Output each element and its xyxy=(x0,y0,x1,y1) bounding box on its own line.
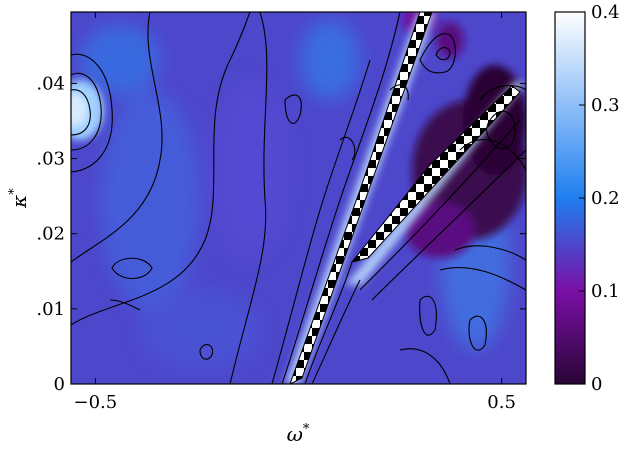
y-tick-label-3: .03 xyxy=(36,149,65,170)
y-tick-label-4: .04 xyxy=(36,73,65,94)
heatmap-plot-area xyxy=(71,12,526,384)
y-axis-label: κ* xyxy=(7,188,31,209)
heatmap-texture xyxy=(80,20,510,370)
colorbar-tick-label-0: 0 xyxy=(591,374,602,395)
colorbar-tick-label-4: 0.4 xyxy=(591,2,620,23)
colorbar-tick-label-1: 0.1 xyxy=(591,281,620,302)
masked-band-2 xyxy=(350,85,521,263)
y-tick-label-0: 0 xyxy=(54,374,65,395)
colorbar-ticks: 0 0.1 0.2 0.3 0.4 xyxy=(579,2,620,395)
y-axis-ticks: 0 .01 .02 .03 .04 xyxy=(36,73,526,395)
x-tick-label-0: −0.5 xyxy=(74,392,118,413)
y-tick-label-1: .01 xyxy=(36,299,65,320)
contour-lines xyxy=(71,12,526,384)
x-axis-label: ω* xyxy=(287,422,310,446)
colorbar-tick-label-3: 0.3 xyxy=(591,95,620,116)
y-tick-label-2: .02 xyxy=(36,224,65,245)
masked-band-1 xyxy=(289,12,433,384)
x-tick-label-1: 0.5 xyxy=(487,392,516,413)
plot-frame xyxy=(70,11,527,385)
colorbar-tick-label-2: 0.2 xyxy=(591,188,620,209)
high-value-spot xyxy=(71,80,104,140)
masked-bands xyxy=(289,12,521,384)
x-axis-ticks: −0.5 0.5 xyxy=(74,12,516,413)
